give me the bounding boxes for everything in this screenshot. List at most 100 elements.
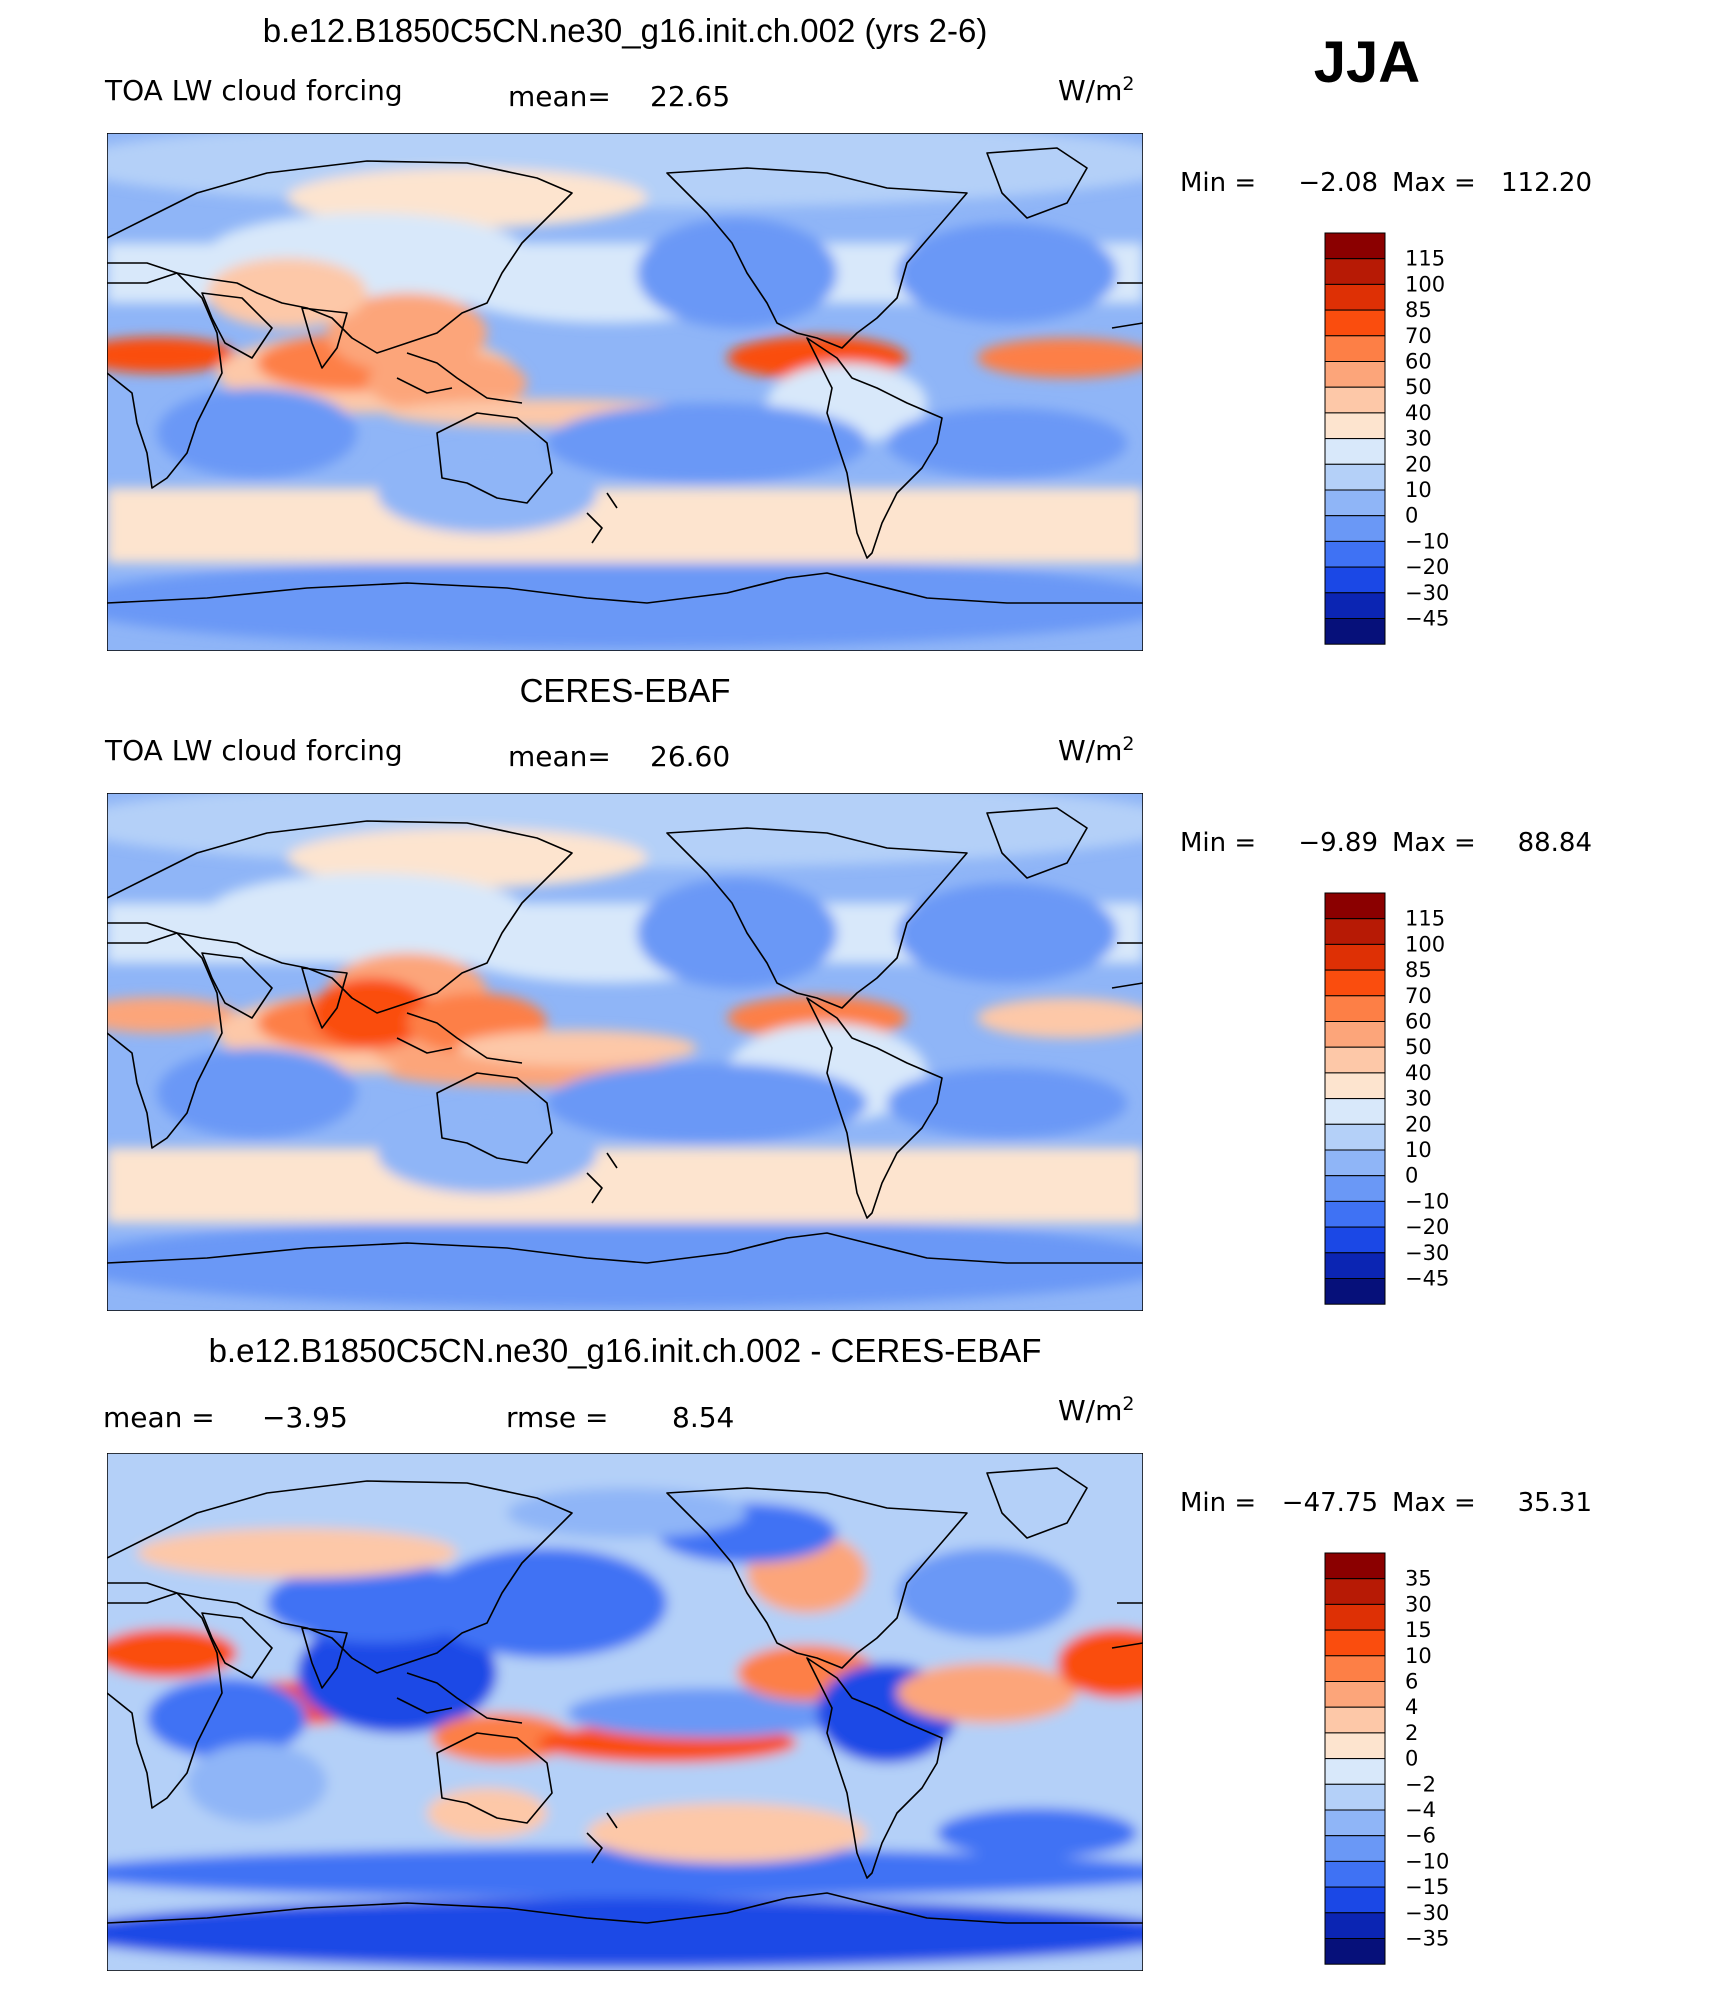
colorbar-label: 4 [1405,1695,1418,1719]
stat-value: 8.54 [672,1401,734,1434]
colorbar-label: −20 [1405,1215,1449,1239]
contour-region [427,1548,667,1658]
coastline [201,952,273,1019]
colorbar-swatch [1324,1072,1386,1100]
colorbar-swatch [1324,232,1386,260]
contour-region [457,1030,697,1066]
contour-region [977,998,1143,1038]
colorbar-label: 10 [1405,478,1432,502]
contour-region [107,558,1143,648]
contour-region [187,1743,327,1823]
coastline [301,1627,348,1689]
map [107,1453,1143,1971]
contour-region [107,488,1143,563]
colorbar-label: −30 [1405,581,1449,605]
colorbar-swatch [1324,515,1386,542]
contour-region [287,828,647,888]
colorbar-swatch [1324,1123,1386,1151]
min-value: −47.75 [1282,1488,1378,1518]
stat-value: 26.60 [650,740,730,773]
colorbar-swatch [1324,1226,1386,1254]
contour-region [157,388,357,478]
max-label: Max = [1392,828,1476,858]
contour-region [887,1068,1127,1138]
colorbar-swatch [1324,1149,1386,1177]
contour-region [137,1528,457,1578]
colorbar-swatch [1324,489,1386,517]
units-superscript: 2 [1122,733,1134,755]
colorbar-swatch [1324,1783,1386,1811]
contour-region [107,1148,1143,1223]
season-label: JJA [1314,30,1420,95]
colorbar-label: −20 [1405,555,1449,579]
colorbar-label: 50 [1405,1035,1432,1059]
units-label: W/m2 [1058,733,1135,767]
colorbar-swatch [1324,918,1386,945]
colorbar-swatch [1324,892,1386,920]
colorbar-label: 30 [1405,1087,1432,1111]
field-label: TOA LW cloud forcing [104,74,403,107]
coastline [806,337,943,559]
coastline [986,1467,1088,1539]
coastline [806,997,943,1219]
coastline [666,827,968,1009]
field-contours [107,133,1143,648]
contour-region [547,1063,867,1143]
contour-region [207,258,367,328]
coastline [107,1892,1143,1924]
colorbar-label: 10 [1405,1138,1432,1162]
colorbar-label: −35 [1405,1927,1449,1951]
field-label: TOA LW cloud forcing [104,734,403,767]
colorbar-swatch [1324,1629,1386,1657]
colorbar-label: −10 [1405,1189,1449,1213]
colorbar-swatch [1324,566,1386,594]
min-value: −2.08 [1298,168,1378,198]
colorbar-swatch [1324,969,1386,997]
coastline [201,1612,273,1679]
colorbar-label: −45 [1405,1267,1449,1291]
stat-label: mean= [508,80,611,113]
colorbar-swatch [1324,1809,1386,1837]
colorbar-swatch [1324,1021,1386,1048]
colorbar-swatch [1324,1835,1386,1862]
colorbar-swatch [1324,438,1386,465]
colorbar-swatch [1324,1098,1386,1125]
colorbar-label: −45 [1405,607,1449,631]
colorbar-label: 0 [1405,1747,1418,1771]
colorbar-label: 30 [1405,1592,1432,1616]
min-value: −9.89 [1298,828,1378,858]
min-label: Min = [1180,1488,1256,1518]
colorbar-swatch [1324,1046,1386,1074]
colorbar-label: 20 [1405,1112,1432,1136]
coastline [1111,282,1143,329]
contour-region [107,1218,1143,1308]
coastline [107,572,1143,604]
max-value: 88.84 [1518,828,1592,858]
coastlines [107,147,1143,604]
colorbar-swatch [1324,335,1386,362]
colorbar-swatch [1324,1912,1386,1940]
stat-value: 22.65 [650,80,730,113]
coastline [1111,1602,1143,1649]
colorbar-swatch [1324,943,1386,971]
coastline [396,1012,523,1064]
colorbar-swatch [1324,361,1386,388]
colorbar-swatch [1324,309,1386,337]
colorbar-swatch [1324,1603,1386,1631]
contour-region [312,978,432,1048]
units-label: W/m2 [1058,73,1135,107]
panel-3: b.e12.B1850C5CN.ne30_g16.init.ch.002 - C… [103,1332,1592,1971]
coastline [986,147,1088,219]
colorbar-label: −30 [1405,1241,1449,1265]
coastline [396,352,523,404]
contour-region [297,1613,497,1733]
contour-region [107,337,237,373]
contour-region [207,873,527,953]
colorbar-label: 70 [1405,324,1432,348]
colorbar-swatch [1324,283,1386,311]
colorbar-label: 85 [1405,958,1432,982]
stat-label: mean= [508,740,611,773]
colorbar-swatch [1324,1552,1386,1580]
colorbar-label: 100 [1405,932,1445,956]
min-label: Min = [1180,828,1256,858]
